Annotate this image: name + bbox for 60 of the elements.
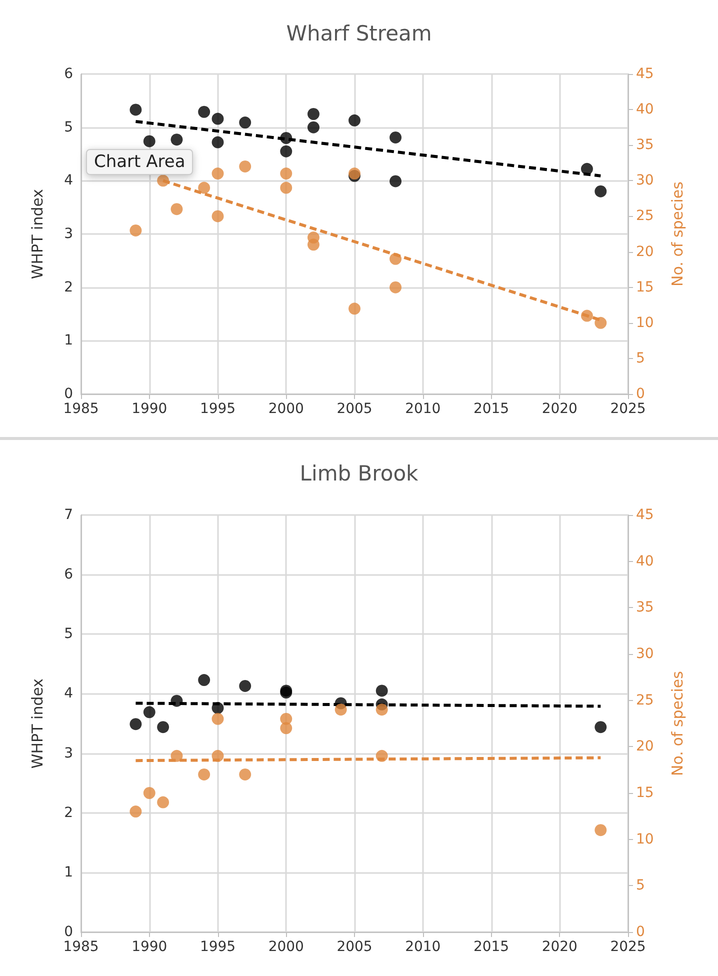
x-tick-label: 1990 xyxy=(132,939,168,955)
y2-tick-label: 5 xyxy=(636,878,645,894)
y-tick-label: 7 xyxy=(64,507,73,523)
y2-tick-label: 0 xyxy=(636,386,645,402)
y2-tick-label: 15 xyxy=(636,279,654,296)
y-tick-label: 2 xyxy=(64,279,73,296)
x-tick-label: 2020 xyxy=(542,939,578,955)
y2-tick-label: 10 xyxy=(636,314,654,331)
y2-tick-label: 30 xyxy=(636,172,654,189)
y2-tick-label: 25 xyxy=(636,692,654,708)
x-tick-label: 2010 xyxy=(405,401,441,417)
y2-tick-label: 15 xyxy=(636,785,654,801)
y-tick-label: 0 xyxy=(64,386,73,402)
y2-tick-label: 35 xyxy=(636,600,654,616)
x-tick-label: 2015 xyxy=(473,939,510,955)
y2-tick-label: 30 xyxy=(636,646,654,662)
chart-title: Limb Brook xyxy=(300,462,420,486)
x-tick-label: 2020 xyxy=(542,401,578,417)
y2-tick-label: 25 xyxy=(636,208,654,224)
y-tick-label: 6 xyxy=(64,66,74,82)
x-tick-label: 2000 xyxy=(268,939,304,955)
tooltip-box: Chart Area xyxy=(86,149,194,175)
x-tick-label: 1990 xyxy=(132,401,168,417)
y-tick-label: 5 xyxy=(64,626,73,642)
y-tick-label: 6 xyxy=(64,566,74,583)
chart-title: Wharf Stream xyxy=(286,22,432,46)
y2-tick-label: 20 xyxy=(636,738,654,755)
y-tick-label: 1 xyxy=(64,332,73,349)
x-tick-label: 2025 xyxy=(610,401,646,417)
x-tick-label: 2010 xyxy=(405,939,441,955)
y2-tick-label: 20 xyxy=(636,244,654,260)
x-tick-label: 2015 xyxy=(473,401,510,417)
y2-axis-title: No. of species xyxy=(668,181,686,286)
y2-tick-label: 45 xyxy=(636,507,654,523)
y-tick-label: 3 xyxy=(64,226,73,242)
x-tick-label: 2025 xyxy=(610,939,646,955)
y-tick-label: 3 xyxy=(64,745,73,762)
y-tick-label: 4 xyxy=(64,172,74,189)
y2-tick-label: 35 xyxy=(636,137,654,154)
x-tick-label: 1995 xyxy=(200,401,236,417)
y-tick-label: 1 xyxy=(64,864,73,880)
y-tick-label: 4 xyxy=(64,686,74,702)
y2-axis-title: No. of species xyxy=(668,670,686,776)
y-tick-label: 2 xyxy=(64,804,73,821)
y2-tick-label: 40 xyxy=(636,102,654,118)
y2-tick-label: 40 xyxy=(636,553,654,570)
y2-tick-label: 5 xyxy=(636,350,645,366)
y-axis-title: WHPT index xyxy=(28,188,46,280)
x-tick-label: 1985 xyxy=(63,401,99,417)
y-tick-label: 0 xyxy=(64,924,73,940)
x-tick-label: 1995 xyxy=(200,939,236,955)
x-tick-label: 1985 xyxy=(63,939,99,955)
y2-tick-label: 0 xyxy=(636,924,645,940)
x-tick-label: 2005 xyxy=(336,939,372,955)
y-tick-label: 5 xyxy=(64,119,73,136)
x-tick-label: 2000 xyxy=(268,401,304,417)
x-tick-label: 2005 xyxy=(336,401,372,417)
y2-tick-label: 45 xyxy=(636,66,654,82)
y2-tick-label: 10 xyxy=(636,831,654,848)
y-axis-title: WHPT index xyxy=(28,678,46,769)
